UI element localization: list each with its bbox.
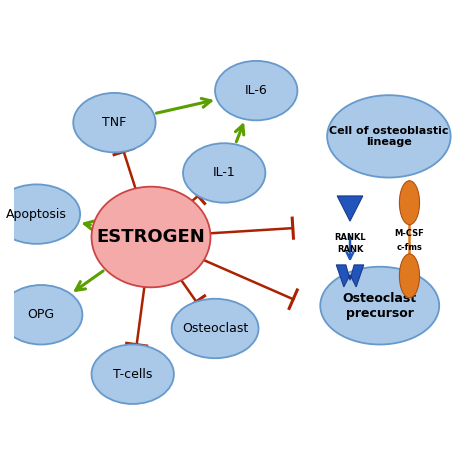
Polygon shape [337, 196, 363, 221]
Ellipse shape [183, 143, 265, 203]
Text: TNF: TNF [102, 116, 127, 129]
Text: Osteoclast
precursor: Osteoclast precursor [343, 292, 417, 319]
Text: Cell of osteoblastic
lineage: Cell of osteoblastic lineage [329, 126, 448, 147]
Ellipse shape [400, 254, 419, 298]
Text: T-cells: T-cells [113, 368, 153, 381]
Text: RANKL: RANKL [334, 233, 366, 242]
Polygon shape [336, 265, 364, 287]
Ellipse shape [0, 285, 82, 345]
Text: RANK: RANK [337, 246, 363, 255]
Text: OPG: OPG [27, 308, 55, 321]
Text: Osteoclast: Osteoclast [182, 322, 248, 335]
Ellipse shape [172, 299, 258, 358]
Text: IL-1: IL-1 [213, 166, 236, 180]
Text: ESTROGEN: ESTROGEN [97, 228, 205, 246]
Text: Apoptosis: Apoptosis [6, 208, 67, 220]
Text: c-fms: c-fms [397, 243, 422, 252]
Ellipse shape [215, 61, 297, 120]
Ellipse shape [91, 187, 210, 287]
Ellipse shape [73, 93, 155, 152]
Ellipse shape [400, 181, 419, 225]
Ellipse shape [327, 95, 451, 178]
Text: IL-6: IL-6 [245, 84, 268, 97]
Text: M-CSF: M-CSF [394, 229, 424, 238]
Ellipse shape [0, 184, 80, 244]
Ellipse shape [320, 267, 439, 345]
Ellipse shape [91, 345, 174, 404]
